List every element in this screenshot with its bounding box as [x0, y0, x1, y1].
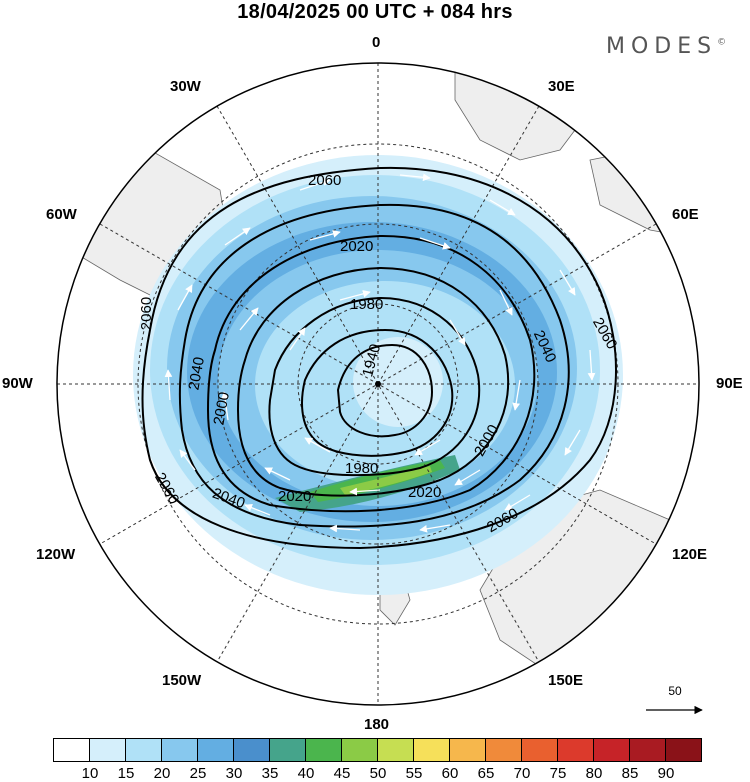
colorbar-swatch	[89, 738, 126, 762]
lon-label-60e: 60E	[672, 206, 699, 223]
colorbar-tick-label: 40	[297, 765, 315, 782]
colorbar-swatch	[413, 738, 450, 762]
lon-label-60w: 60W	[46, 206, 77, 223]
colorbar-tick-label: 75	[549, 765, 567, 782]
reference-arrow-icon	[646, 705, 703, 715]
map-boundary	[56, 62, 700, 706]
contour-label: 2060	[138, 296, 156, 331]
lon-label-150e: 150E	[548, 672, 584, 689]
contour-label: 1980	[345, 460, 379, 477]
colorbar-tick-label: 55	[405, 765, 423, 782]
contour-label: 2060	[308, 172, 342, 189]
contour-label: 2020	[278, 488, 312, 505]
lon-label-30e: 30E	[548, 78, 575, 95]
reference-vector-label: 50	[668, 684, 682, 698]
colorbar-tick-label: 85	[621, 765, 639, 782]
colorbar-swatch	[629, 738, 666, 762]
colorbar	[53, 738, 702, 762]
map-title: 18/04/2025 00 UTC + 084 hrs	[237, 1, 513, 23]
lon-label-90w: 90W	[2, 375, 33, 392]
colorbar-tick-label: 70	[513, 765, 531, 782]
lon-label-90e: 90E	[716, 375, 743, 392]
colorbar-swatch	[665, 738, 702, 762]
brand-logo: MODES©	[606, 34, 726, 59]
colorbar-swatch	[269, 738, 306, 762]
colorbar-swatch	[53, 738, 90, 762]
colorbar-swatch	[233, 738, 270, 762]
colorbar-swatch	[161, 738, 198, 762]
colorbar-tick-label: 20	[153, 765, 171, 782]
colorbar-tick-label: 90	[657, 765, 675, 782]
colorbar-tick-label: 15	[117, 765, 135, 782]
lon-label-30w: 30W	[170, 78, 201, 95]
contour-label: 2020	[340, 238, 374, 255]
colorbar-tick-label: 10	[81, 765, 99, 782]
colorbar-swatch	[485, 738, 522, 762]
colorbar-swatch	[377, 738, 414, 762]
colorbar-tick-label: 80	[585, 765, 603, 782]
wind-arrows	[164, 173, 596, 533]
colorbar-tick-label: 60	[441, 765, 459, 782]
colorbar-swatch	[341, 738, 378, 762]
lon-label-180: 180	[364, 716, 390, 733]
pole-marker	[375, 381, 381, 387]
colorbar-swatch	[125, 738, 162, 762]
contour-label: 1980	[350, 296, 384, 313]
colorbar-tick-label: 35	[261, 765, 279, 782]
height-contours	[141, 166, 618, 550]
lon-label-120e: 120E	[672, 546, 708, 563]
lon-label-150w: 150W	[162, 672, 202, 689]
brand-mark: ©	[717, 37, 727, 48]
lon-label-0: 0	[372, 34, 381, 51]
colorbar-swatch	[557, 738, 594, 762]
colorbar-swatch	[593, 738, 630, 762]
lon-label-120w: 120W	[36, 546, 76, 563]
colorbar-tick-label: 50	[369, 765, 387, 782]
colorbar-swatch	[521, 738, 558, 762]
contour-label: 2020	[408, 484, 442, 501]
colorbar-swatch	[305, 738, 342, 762]
reference-vector: 50	[640, 684, 710, 723]
colorbar-tick-label: 45	[333, 765, 351, 782]
colorbar-tick-label: 25	[189, 765, 207, 782]
brand-name: MODES	[606, 34, 718, 59]
colorbar-swatch	[197, 738, 234, 762]
colorbar-swatch	[449, 738, 486, 762]
colorbar-tick-label: 30	[225, 765, 243, 782]
colorbar-tick-label: 65	[477, 765, 495, 782]
